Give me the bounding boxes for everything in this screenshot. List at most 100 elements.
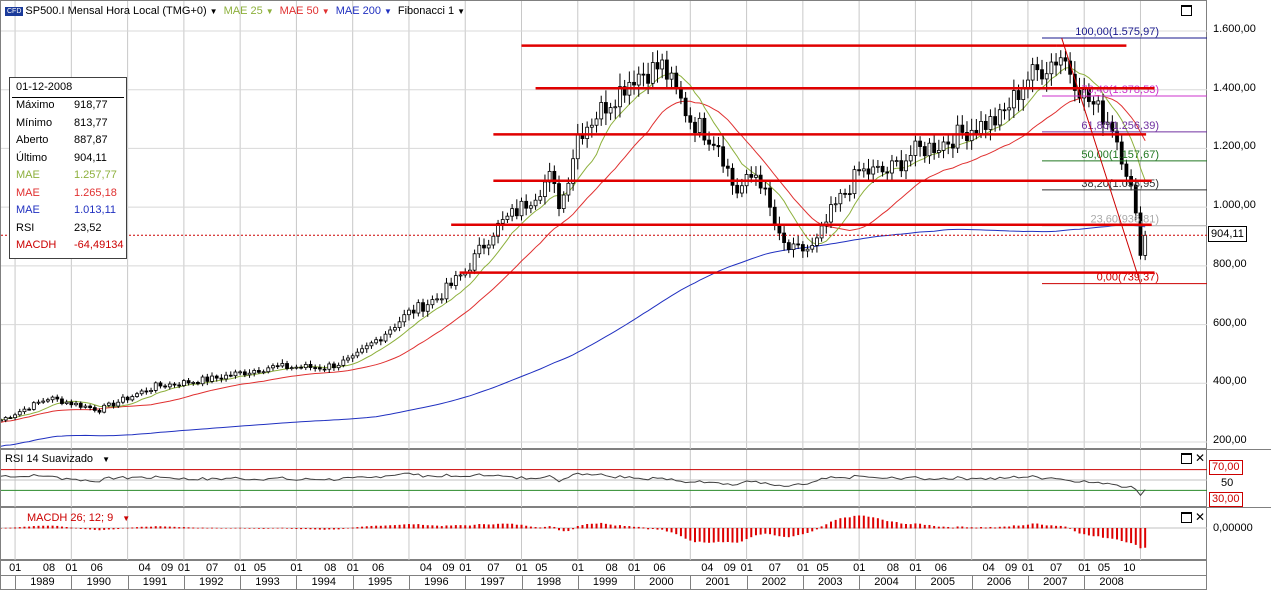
month-tick-label: 01 (796, 562, 810, 574)
rsi-axis: 70,00 50 30,00 (1207, 449, 1271, 508)
candle-body (257, 370, 261, 373)
candle-body (997, 109, 1002, 126)
candle-body (1011, 90, 1016, 109)
study-mae50[interactable]: MAE 50 ▼ (280, 5, 330, 17)
candle-body (299, 366, 304, 369)
price-axis[interactable]: 1.600,00 1.400,00 1.200,00 1.000,00 800,00 60… (1207, 0, 1271, 449)
candle-body (575, 133, 580, 160)
macdh-header[interactable]: MACDH 26; 12; 9 ▼ (27, 510, 130, 526)
candle-body (664, 59, 669, 80)
time-axis[interactable]: 01 08 01 06 04 09 01 07 01 05 01 08 01 06 04 09 01 07 01 05… (0, 560, 1207, 590)
year-separator (240, 575, 242, 590)
macdh-panel[interactable]: MACDH 26; 12; 9 ▼ ✕ (0, 507, 1208, 561)
candle-body (430, 299, 435, 306)
candle-body (608, 107, 613, 114)
info-row: Máximo 918,77 (16, 99, 126, 113)
candle-body (458, 274, 463, 277)
candle-body (777, 224, 782, 234)
candle-body (594, 118, 599, 126)
candle-body (219, 377, 224, 380)
rsi-panel[interactable]: RSI 14 Suavizado ▼ ✕ (0, 449, 1208, 508)
candle-body (805, 248, 810, 252)
year-separator (802, 575, 804, 590)
candle-body (693, 121, 697, 133)
study-mae25[interactable]: MAE 25 ▼ (224, 5, 274, 17)
rsi-title: RSI 14 Suavizado (5, 453, 94, 465)
close-icon[interactable]: ✕ (1195, 510, 1206, 524)
year-tick-label: 1990 (86, 576, 111, 588)
year-separator (634, 575, 636, 590)
candle-body (158, 382, 163, 387)
dropdown-arrow-icon[interactable]: ▼ (265, 6, 274, 16)
candle-body (632, 81, 636, 86)
maximize-panel-icon[interactable] (1181, 512, 1192, 523)
price-chart-svg[interactable]: 100,00(1.575,97) 76,40(1.378,53) 61,80(1.2… (1, 1, 1208, 450)
candle-body (1082, 89, 1087, 99)
candle-body (17, 411, 22, 416)
year-separator (746, 575, 748, 590)
candle-body (205, 376, 210, 382)
candle-body (116, 401, 121, 407)
candle-body (191, 382, 196, 384)
candle-body (388, 329, 393, 335)
candle-body (543, 181, 547, 197)
candle-body (533, 199, 538, 207)
symbol-label[interactable]: CFD SP500.I Mensal Hora Local (TMG+0) ▼ (5, 5, 218, 17)
rsi-header[interactable]: RSI 14 Suavizado ▼ (5, 451, 110, 467)
maximize-panel-icon[interactable] (1181, 453, 1192, 464)
month-tick-label: 09 (1005, 562, 1018, 574)
info-row-label: Aberto (16, 134, 49, 146)
candle-body (421, 302, 425, 312)
candle-body (519, 200, 524, 217)
candle-body (153, 382, 158, 391)
candle-body (294, 366, 299, 369)
month-tick-label: 09 (160, 562, 174, 574)
candle-body (477, 244, 482, 255)
candle-body (922, 146, 927, 157)
candle-body (660, 59, 665, 70)
candle-body (271, 365, 275, 369)
dropdown-arrow-icon[interactable]: ▼ (457, 6, 466, 16)
candle-body (716, 145, 721, 148)
info-row-label: Último (16, 151, 48, 164)
candle-body (974, 129, 979, 134)
candle-body (730, 167, 735, 186)
candle-body (979, 120, 983, 134)
candle-body (125, 396, 130, 401)
month-tick-label: 07 (768, 562, 781, 574)
info-row-label: MAE (16, 169, 40, 181)
candle-body (936, 150, 941, 153)
study-fibonacci[interactable]: Fibonacci 1 ▼ (398, 5, 465, 17)
candle-body (31, 402, 36, 410)
year-tick-label: 2004 (874, 576, 899, 588)
info-row: MACDH -64,49134 (16, 239, 126, 253)
candle-body (210, 375, 214, 382)
price-tick-label: 600,00 (1213, 316, 1247, 329)
close-icon[interactable]: ✕ (1195, 451, 1206, 465)
dropdown-arrow-icon[interactable]: ▼ (209, 6, 218, 16)
year-tick-label: 1994 (311, 576, 337, 588)
dropdown-arrow-icon[interactable]: ▼ (122, 513, 131, 523)
candle-body (697, 117, 702, 133)
dropdown-arrow-icon[interactable]: ▼ (383, 6, 392, 16)
year-tick-label: 2008 (1099, 576, 1124, 588)
candle-body (674, 72, 679, 88)
dropdown-arrow-icon[interactable]: ▼ (321, 6, 330, 16)
info-row-label: MACDH (16, 239, 57, 251)
candle-body (875, 165, 880, 168)
month-tick-label: 10 (1123, 562, 1136, 574)
candle-body (163, 385, 168, 388)
candle-body (416, 302, 421, 314)
study-mae200[interactable]: MAE 200 ▼ (336, 5, 392, 17)
price-chart-panel[interactable]: 100,00(1.575,97) 76,40(1.378,53) 61,80(1.2… (0, 0, 1208, 450)
year-tick-label: 2001 (705, 576, 730, 588)
candle-body (932, 142, 937, 153)
year-separator (690, 575, 692, 590)
study-mae200-label: MAE 200 (335, 5, 381, 17)
candle-body (589, 124, 594, 128)
price-tick-label: 1.600,00 (1213, 23, 1256, 35)
candle-body (364, 345, 369, 350)
dropdown-arrow-icon[interactable]: ▼ (102, 454, 110, 464)
maximize-panel-icon[interactable] (1181, 5, 1192, 16)
month-tick-label: 01 (740, 562, 753, 574)
